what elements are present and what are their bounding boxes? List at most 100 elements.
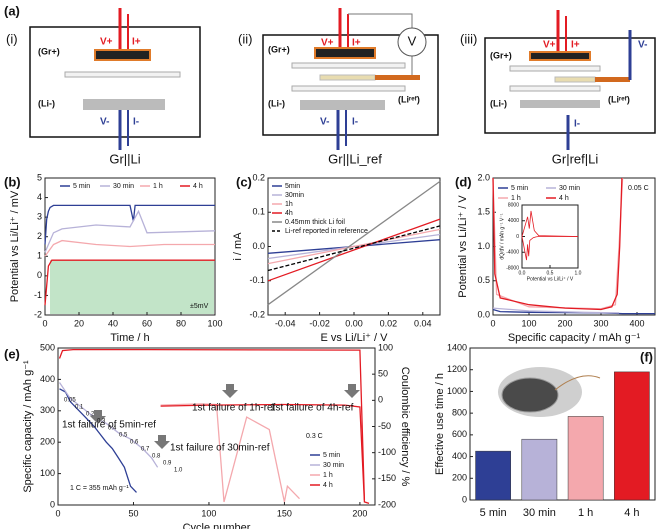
separator	[509, 65, 601, 72]
x-tick-label: 1.0	[575, 270, 582, 276]
series-line	[58, 348, 366, 500]
panel-label: (c)	[236, 174, 252, 189]
lead-label: I-	[574, 119, 580, 130]
y2-tick-label: 0	[378, 395, 383, 405]
plot-frame	[469, 347, 656, 501]
x-tick-label: 30 min	[523, 507, 556, 519]
y-tick-label: 1000	[447, 386, 467, 396]
x-tick-label: 0.02	[380, 318, 398, 328]
y-tick-label: 5	[37, 172, 42, 182]
cell-box	[484, 37, 656, 134]
y-tick-label: -0.2	[249, 309, 265, 319]
lead-label: V+	[543, 40, 556, 51]
y2-tick-label: -50	[378, 421, 391, 431]
bar	[567, 416, 604, 501]
y-tick-label: 0	[462, 494, 467, 504]
lithium	[520, 100, 600, 108]
x-tick-label: 300	[593, 318, 608, 328]
series-line	[521, 210, 579, 237]
plot-frame	[44, 177, 216, 316]
legend-label: 5 min	[511, 185, 528, 192]
y-tick-label: 600	[452, 429, 467, 439]
panel-label: (a)	[4, 3, 20, 18]
separator	[291, 62, 406, 69]
separator	[64, 71, 181, 78]
electrode-label: (Li-)	[268, 98, 285, 108]
y-tick-label: 1400	[447, 342, 467, 352]
series-line	[44, 209, 216, 253]
lithium	[300, 100, 385, 110]
x-tick-label: 5 min	[480, 507, 507, 519]
legend-label: 30 min	[113, 183, 134, 190]
cell-box	[29, 26, 201, 138]
legend-label: 1 h	[153, 183, 163, 190]
series-line	[44, 204, 215, 245]
series-line	[492, 308, 655, 315]
reference	[319, 74, 376, 81]
y-axis-label: i / mA	[232, 232, 244, 261]
x-tick-label: 0.04	[414, 318, 432, 328]
lead-label: I+	[352, 38, 361, 49]
noise-band	[50, 260, 214, 314]
y-tick-label: 0	[37, 270, 42, 280]
diagram-caption: Gr|ref|Li	[552, 151, 599, 166]
x-tick-label: 40	[108, 318, 118, 328]
y-tick-label: 0	[516, 234, 519, 240]
x-axis-label: E vs Li/Li⁺ / V	[321, 332, 389, 344]
reference-tab	[375, 75, 420, 80]
legend-label: 0.45mm thick Li foil	[285, 219, 345, 226]
x-tick-label: 0	[490, 318, 495, 328]
series-line	[160, 403, 370, 505]
legend-label: 5min	[285, 183, 300, 190]
diagram-label: (ii)	[238, 31, 252, 46]
annotation: 1st failure of 30min-ref	[170, 443, 270, 454]
y2-tick-label: -200	[378, 499, 396, 509]
annotation: 1st failure of 1h-ref	[192, 403, 276, 414]
wire	[411, 56, 420, 78]
x-tick-label: 0	[55, 508, 60, 518]
x-tick-label: -0.04	[275, 318, 296, 328]
arrow	[154, 435, 170, 449]
x-tick-label: 0.00	[345, 318, 363, 328]
voltmeter	[397, 27, 427, 57]
rate-label: 0.4	[108, 426, 117, 432]
lead-label: V+	[321, 38, 334, 49]
legend-label: Li-ref reported in reference	[285, 228, 368, 235]
electrode-label: (Gr+)	[268, 44, 290, 54]
y-tick-label: 0	[50, 499, 55, 509]
annotation: ±5mV	[190, 303, 209, 310]
separator	[509, 85, 601, 92]
legend-label: 4 h	[193, 183, 203, 190]
annotation: 1st failure of 4h-ref	[270, 403, 354, 414]
graphite	[314, 47, 376, 59]
x-tick-label: 100	[207, 318, 222, 328]
y-tick-label: -4000	[506, 250, 519, 256]
series-line	[492, 177, 623, 311]
legend-label: 5 min	[73, 183, 90, 190]
y-tick-label: 400	[40, 374, 55, 384]
reference-tab	[595, 77, 630, 82]
lead-label: V-	[100, 117, 109, 128]
panel-label: (e)	[4, 346, 20, 361]
annotation: 1st failure of 5min-ref	[62, 420, 156, 431]
annotation: 0.05 C	[628, 185, 649, 192]
rate-label: 0.6	[130, 440, 139, 446]
x-tick-label: 200	[557, 318, 572, 328]
x-tick-label: 60	[142, 318, 152, 328]
electrode-label: (Li-)	[490, 98, 507, 108]
panel-label: (d)	[455, 174, 472, 189]
x-tick-label: 0	[42, 318, 47, 328]
series-line	[44, 239, 215, 257]
y-tick-label: 100	[40, 468, 55, 478]
x-tick-label: 50	[128, 508, 138, 518]
y2-tick-label: 100	[378, 342, 393, 352]
legend-label: 30min	[285, 192, 304, 199]
rate-label: 0.7	[141, 447, 150, 453]
y-tick-label: 400	[452, 451, 467, 461]
lead-label: I+	[132, 37, 141, 48]
electrode-label: (Gr+)	[38, 46, 60, 56]
lead-label: I-	[352, 117, 358, 128]
graphite	[529, 51, 591, 61]
diagram-caption: Gr||Li	[109, 151, 140, 166]
y-tick-label: 4000	[508, 218, 519, 224]
